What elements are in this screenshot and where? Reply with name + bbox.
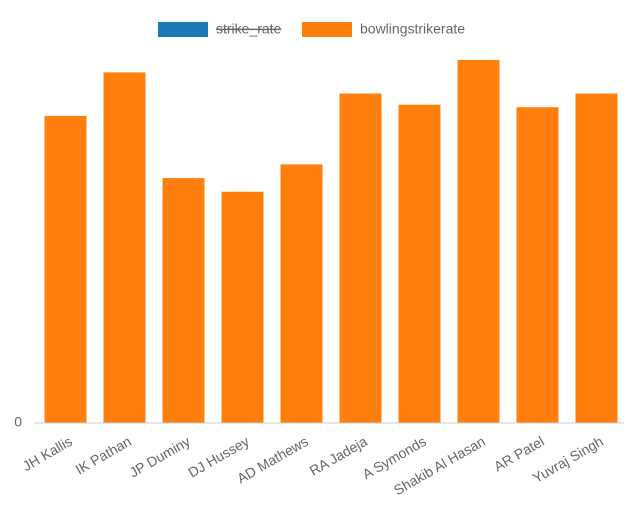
- bar: [221, 191, 264, 423]
- x-tick-label: JH Kallis: [20, 433, 75, 474]
- bar: [162, 178, 205, 423]
- bar: [516, 107, 559, 424]
- bar: [280, 164, 323, 424]
- bar: [339, 93, 382, 424]
- bar: [398, 104, 441, 423]
- y-tick-label: 0: [14, 414, 22, 430]
- bar: [457, 59, 500, 424]
- legend-swatch[interactable]: [302, 22, 352, 37]
- bar: [575, 93, 618, 424]
- legend-swatch[interactable]: [158, 22, 208, 37]
- bar: [44, 115, 87, 423]
- x-tick-label: JP Duminy: [126, 433, 192, 481]
- legend-label[interactable]: strike_rate: [216, 21, 282, 37]
- x-tick-label: IK Pathan: [73, 433, 134, 478]
- legend-label[interactable]: bowlingstrikerate: [360, 21, 465, 37]
- bar: [103, 72, 146, 423]
